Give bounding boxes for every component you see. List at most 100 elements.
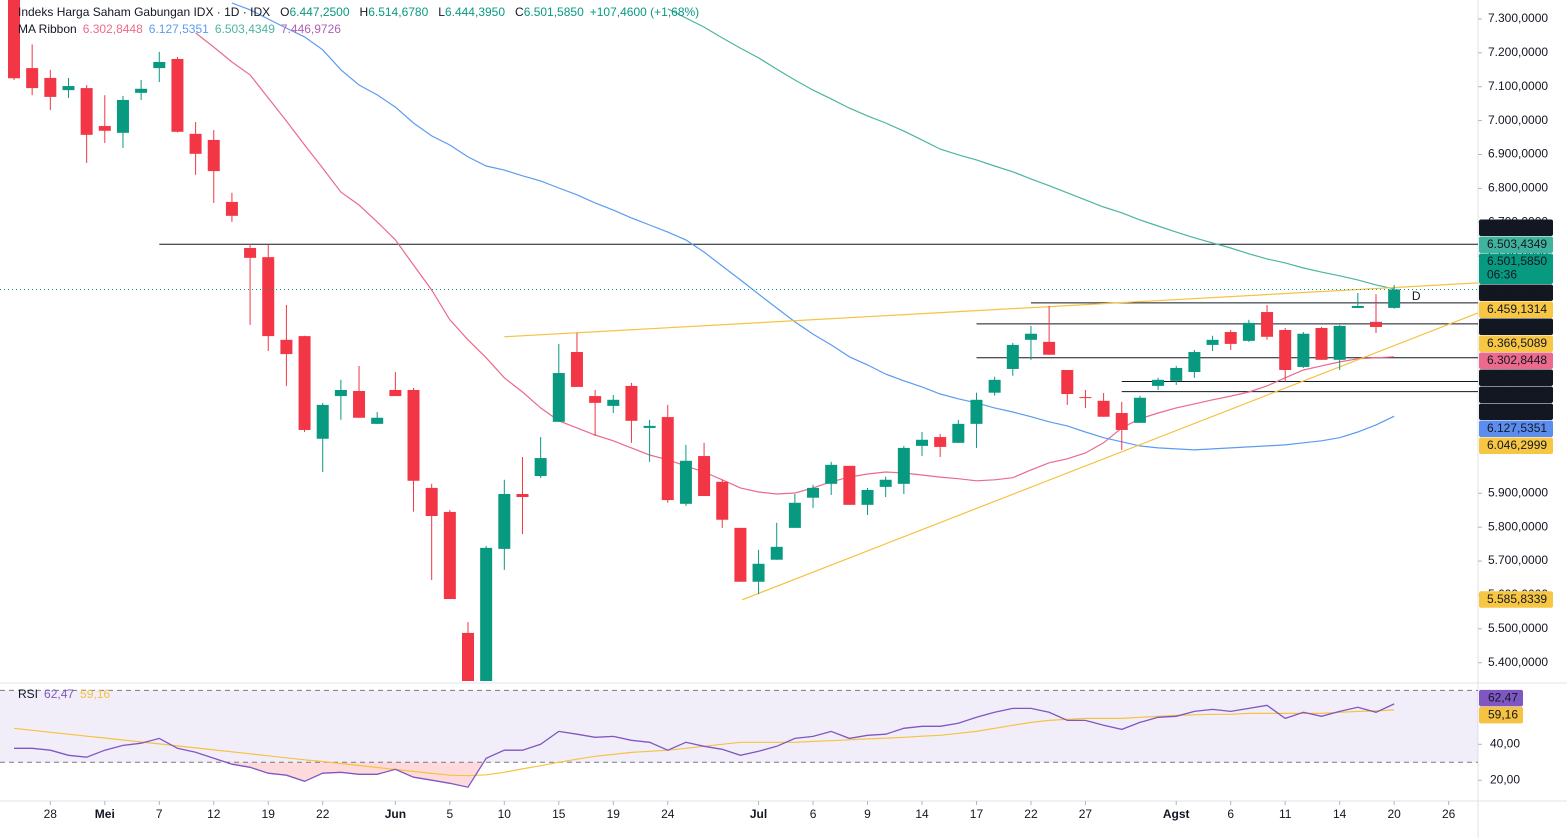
candle-body	[516, 493, 529, 498]
price-badge	[1479, 318, 1553, 335]
candle-body	[1170, 367, 1183, 381]
x-tick-label: 9	[864, 807, 871, 821]
candle-body	[1115, 413, 1128, 430]
ma-legend-value: 6.302,8448	[83, 22, 143, 36]
annotation: D	[1412, 289, 1421, 303]
candle-body	[425, 487, 438, 517]
candle-body	[570, 352, 583, 387]
candle-body	[298, 336, 311, 430]
rsi-legend-value: 62,47	[44, 687, 74, 701]
x-tick-label: 28	[44, 807, 58, 821]
ohlc-value: 6.501,5850	[524, 5, 584, 19]
y-tick-label: 5.900,0000	[1488, 485, 1548, 499]
x-tick-label: 19	[262, 807, 276, 821]
y-tick-label: 7.000,0000	[1488, 113, 1548, 127]
candle-body	[371, 417, 384, 424]
candle-body	[135, 88, 148, 93]
candle-body	[1024, 333, 1037, 340]
overlay: 7.300,0000 7.200,0000 7.100,0000 7.000,0000…	[18, 5, 1553, 821]
candle-body	[62, 86, 75, 91]
x-tick-label: 24	[661, 807, 675, 821]
x-tick-label: 11	[1279, 807, 1292, 821]
x-tick-label: 22	[316, 807, 330, 821]
ma-legend-value: 6.127,5351	[149, 22, 209, 36]
candle-body	[643, 425, 656, 428]
x-tick-label: 20	[1387, 807, 1401, 821]
candle-body	[952, 423, 965, 443]
rsi-badge	[1479, 706, 1523, 724]
candle-body	[843, 465, 856, 505]
rsi-band	[0, 690, 1478, 763]
x-tick-label: 27	[1079, 807, 1093, 821]
candle-body	[462, 632, 474, 681]
candle-body	[770, 546, 783, 560]
rsi-y-tick-label: 20,00	[1490, 772, 1520, 786]
ohlc-key: L	[438, 5, 445, 19]
price-badge-label: 6.635,2541	[1487, 220, 1547, 234]
x-tick-label: 5	[446, 807, 453, 821]
ma-line	[195, 32, 1395, 495]
candle-body	[1261, 312, 1274, 337]
price-badge-label: 6.046,2999	[1487, 438, 1547, 452]
price-badge	[1479, 437, 1553, 454]
rsi-badge-label: 62,47	[1488, 691, 1518, 705]
ohlc-value: 6.447,2500	[289, 5, 349, 19]
change-label: +107,4600 (+1,68%)	[590, 5, 699, 19]
x-tick-label: Agst	[1163, 807, 1190, 821]
candle-body	[8, 0, 20, 79]
candle-body	[389, 389, 402, 397]
x-tick-label: 6	[810, 807, 817, 821]
candle-body	[752, 563, 765, 582]
x-tick-label: Jul	[750, 807, 767, 821]
x-tick-label: Mei	[95, 807, 115, 821]
x-tick-label: 12	[207, 807, 221, 821]
candle-body	[1079, 397, 1092, 399]
rsi-pane	[0, 689, 1478, 788]
candle-body	[1133, 397, 1146, 423]
candle-body	[897, 447, 910, 484]
ohlc-value: 6.444,3950	[445, 5, 505, 19]
price-badge	[1479, 420, 1553, 437]
y-tick-label: 5.700,0000	[1488, 553, 1548, 567]
candle-body	[1006, 344, 1019, 369]
price-badge-label: 6.501,5850	[1487, 254, 1547, 268]
candle-body	[607, 399, 620, 406]
rsi-badge	[1479, 689, 1523, 707]
candle-body	[661, 417, 674, 501]
y-tick-label: 5.800,0000	[1488, 519, 1548, 533]
candle-body	[679, 460, 692, 504]
chart-header: Indeks Harga Saham Gabungan IDX · 1D · I…	[18, 5, 699, 19]
candle-body	[262, 257, 275, 337]
candle-body	[1370, 321, 1382, 327]
candle-body	[1206, 339, 1219, 345]
y-tick-label: 5.500,0000	[1488, 621, 1548, 635]
candle-body	[589, 396, 602, 403]
countdown-label: 06:36	[1487, 268, 1517, 282]
price-badge	[1479, 335, 1553, 352]
x-tick-label: Jun	[385, 807, 406, 821]
x-tick-label: 26	[1442, 807, 1456, 821]
x-tick-label: 22	[1024, 807, 1038, 821]
candle-body	[98, 126, 111, 131]
candle-body	[1279, 330, 1292, 370]
x-tick-label: 7	[156, 807, 163, 821]
price-badge	[1479, 219, 1553, 236]
x-tick-label: 14	[1333, 807, 1347, 821]
candle-body	[1333, 325, 1346, 360]
ma-line	[667, 8, 1395, 290]
rsi-oversold-fill	[14, 762, 1395, 788]
price-badge-label: 6.230,0000	[1487, 387, 1547, 401]
price-badge-label: 6.300,0000	[1487, 370, 1547, 384]
candle-body	[1242, 322, 1255, 341]
ohlc-key: C	[515, 5, 524, 19]
price-badge-label: 6.200,0000	[1487, 404, 1547, 418]
candle-body	[1097, 400, 1110, 417]
ohlc-value: 6.514,6780	[368, 5, 428, 19]
x-tick-label: 15	[552, 807, 566, 821]
price-badge	[1479, 352, 1553, 369]
candle-body	[970, 399, 983, 424]
candle-body	[80, 88, 93, 135]
ma-line	[231, 2, 1395, 451]
ma-legend-value: 7.446,9726	[281, 22, 341, 36]
